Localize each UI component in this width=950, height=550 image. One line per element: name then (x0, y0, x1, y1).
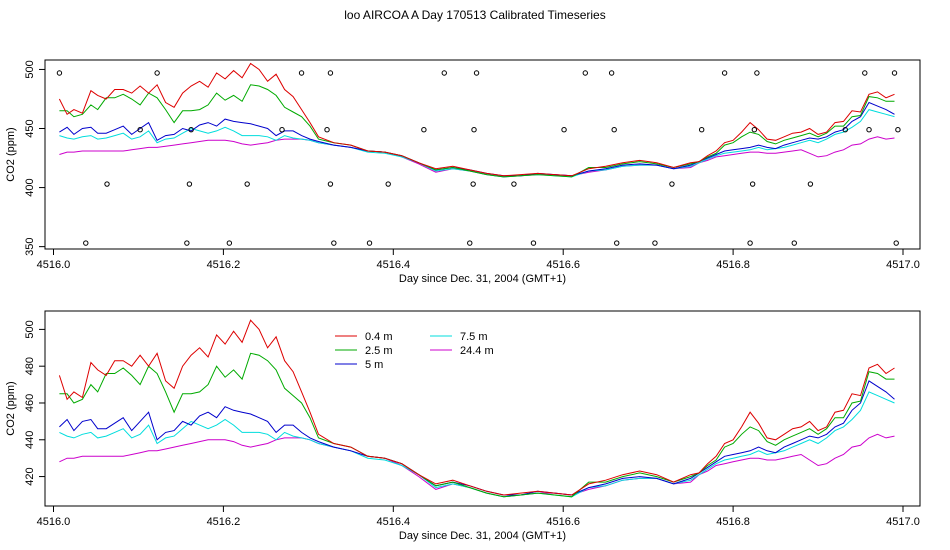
series-line-0-4-m (58, 62, 895, 177)
scatter-point (891, 70, 898, 76)
scatter-point (244, 181, 250, 187)
scatter-point (56, 70, 63, 76)
scatter-point (582, 70, 588, 76)
scatter-point (511, 181, 517, 187)
scatter-point (530, 240, 537, 246)
scatter-point (608, 70, 615, 76)
x-tick-label: 4517.0 (886, 516, 920, 528)
scatter-point (327, 181, 334, 187)
x-tick-label: 4517.0 (886, 259, 920, 271)
x-tick-label: 4516.0 (37, 516, 71, 528)
scatter-point (366, 240, 373, 246)
scatter-point (866, 126, 872, 133)
y-tick-label: 500 (24, 60, 36, 78)
x-tick-label: 4516.0 (37, 259, 71, 271)
scatter-point (331, 240, 337, 246)
scatter-point (467, 240, 473, 246)
scatter-point (721, 70, 728, 76)
x-tick-label: 4516.2 (207, 516, 241, 528)
scatter-point (669, 181, 675, 187)
scatter-point (747, 240, 753, 246)
x-tick-label: 4516.6 (546, 259, 580, 271)
scatter-point (83, 240, 89, 246)
y-tick-label: 460 (24, 394, 36, 412)
y-tick-label: 400 (24, 178, 36, 196)
bottom-plot: 4516.0 4516.2 4516.4 4516.6 4516.8 4517.0 420 4… (5, 310, 921, 542)
legend-label: 0.4 m (365, 331, 393, 343)
top-plot: 4516.0 4516.2 4516.4 4516.6 4516.8 4517.0 350 4… (5, 59, 921, 285)
scatter-point (611, 126, 617, 133)
legend-label: 24.4 m (460, 345, 494, 357)
scatter-point (188, 126, 194, 133)
scatter-point (154, 70, 160, 76)
scatter-point (842, 126, 848, 133)
series-line-2-5-m (59, 84, 895, 178)
scatter-point (749, 181, 756, 187)
y-axis-label: CO2 (ppm) (5, 381, 17, 435)
scatter-point (471, 126, 477, 133)
series-line-7-5-m (59, 109, 895, 178)
scatter-point (421, 126, 427, 133)
scatter-point (298, 70, 305, 76)
chart-title: loo AIRCOA A Day 170513 Calibrated Times… (344, 8, 606, 22)
series-line-0-4-m (58, 319, 895, 496)
x-tick-label: 4516.4 (376, 259, 410, 271)
legend-label: 2.5 m (365, 345, 393, 357)
scatter-point (561, 126, 567, 133)
plot-frame (44, 310, 921, 507)
scatter-point (184, 240, 190, 246)
scatter-point (104, 181, 110, 187)
scatter-point (473, 70, 480, 76)
scatter-point (754, 70, 760, 76)
y-tick-label: 500 (24, 320, 36, 338)
scatter-point (226, 240, 233, 246)
scatter-point (614, 240, 620, 246)
scatter-point (137, 126, 143, 133)
x-tick-label: 4516.2 (207, 259, 241, 271)
x-tick-label: 4516.6 (546, 516, 580, 528)
x-axis-label: Day since Dec. 31, 2004 (GMT+1) (399, 530, 566, 542)
legend-label: 7.5 m (460, 331, 488, 343)
y-axis-label: CO2 (ppm) (5, 127, 17, 181)
scatter-point (279, 126, 285, 133)
y-tick-label: 450 (24, 119, 36, 137)
x-tick-label: 4516.8 (716, 259, 750, 271)
scatter-point (698, 126, 705, 133)
scatter-point (441, 70, 447, 76)
scatter-point (895, 126, 901, 133)
x-axis-label: Day since Dec. 31, 2004 (GMT+1) (399, 273, 566, 285)
y-tick-label: 350 (24, 237, 36, 255)
plot-frame (44, 59, 921, 250)
scatter-point (186, 181, 193, 187)
series-line-24-4-m (59, 433, 895, 498)
scatter-point (862, 70, 868, 76)
series-line-24-4-m (59, 136, 895, 178)
scatter-point (385, 181, 391, 187)
scatter-point (324, 126, 330, 133)
scatter-point (807, 181, 814, 187)
y-tick-label: 440 (24, 431, 36, 449)
scatter-point (652, 240, 658, 246)
x-tick-label: 4516.8 (716, 516, 750, 528)
y-tick-label: 420 (24, 467, 36, 485)
scatter-point (327, 70, 334, 76)
scatter-point (751, 126, 758, 133)
series-line-7-5-m (59, 391, 895, 498)
series-line-2-5-m (59, 352, 895, 498)
y-tick-label: 480 (24, 357, 36, 375)
legend-label: 5 m (365, 359, 383, 371)
scatter-point (470, 181, 476, 187)
x-tick-label: 4516.4 (376, 516, 410, 528)
scatter-point (893, 240, 899, 246)
scatter-point (791, 240, 797, 246)
